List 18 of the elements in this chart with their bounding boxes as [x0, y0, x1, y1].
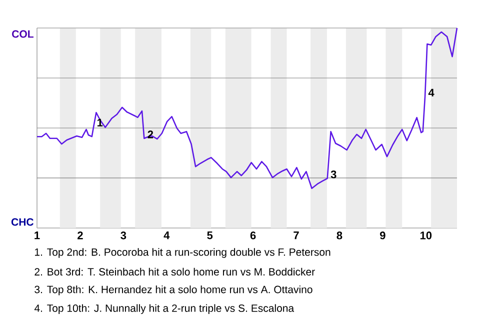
x-tick-label: 4	[164, 232, 170, 240]
x-tick-label: 9	[380, 232, 386, 240]
x-tick-label: 1	[34, 232, 40, 240]
text: 4. Top 10th: J. Nunnally hit a 2-run triple vs S. Escalona	[34, 304, 294, 314]
text: 3. Top 8th: K. Hernandez hit a solo home run vs A. Ottavino	[34, 285, 312, 296]
x-tick-label: 10	[420, 232, 432, 240]
x-tick-label: 5	[207, 232, 213, 240]
text: 1. Top 2nd: B. Pocoroba hit a run-scoring double vs F. Peterson	[35, 248, 330, 258]
text: CHC	[11, 218, 34, 226]
x-tick-label: 6	[250, 232, 256, 240]
x-tick-label: 8	[336, 232, 342, 240]
text: COL	[12, 30, 34, 38]
annotation: 3	[330, 170, 336, 178]
annotation: 4	[428, 88, 434, 96]
text: 2. Bot 3rd: T. Steinbach hit a solo home run vs M. Boddicker	[34, 268, 315, 276]
x-tick-label: 3	[120, 232, 126, 240]
x-tick-label: 7	[294, 232, 299, 240]
x-tick-label: 2	[78, 232, 83, 240]
